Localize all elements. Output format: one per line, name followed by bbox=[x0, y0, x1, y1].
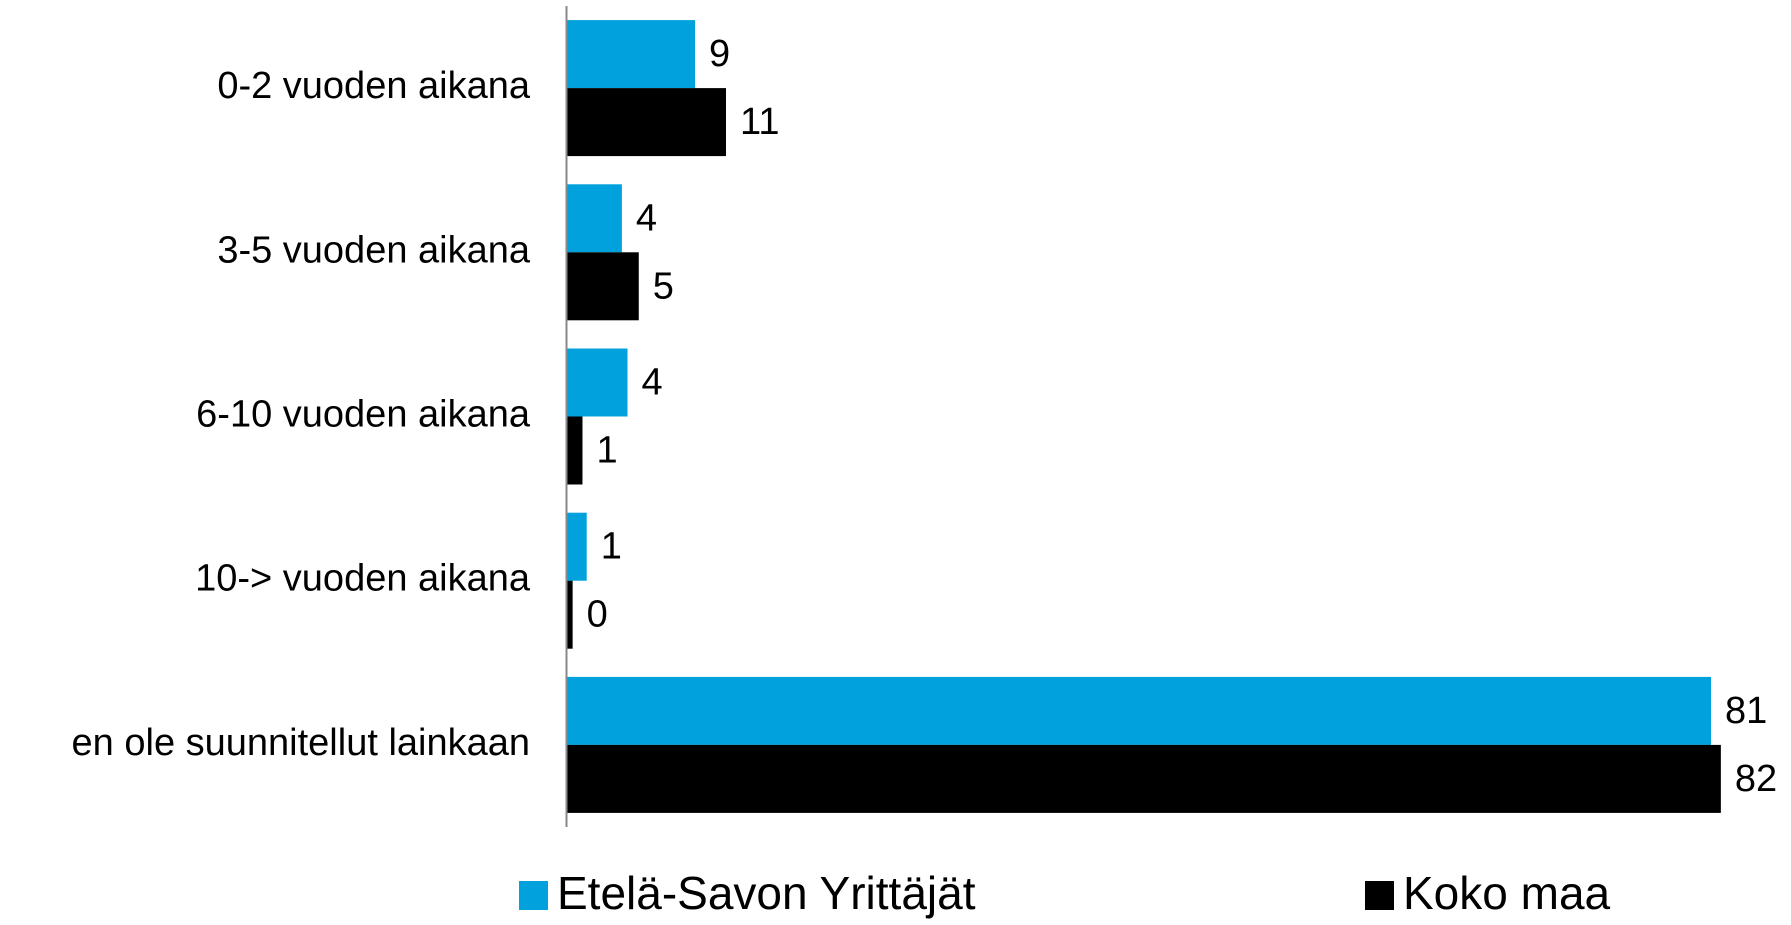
value-label: 1 bbox=[601, 526, 622, 568]
legend-swatch bbox=[519, 881, 548, 910]
value-label: 11 bbox=[740, 101, 779, 143]
bar bbox=[567, 184, 622, 253]
bar bbox=[567, 416, 583, 485]
bar bbox=[567, 580, 573, 649]
bar bbox=[567, 348, 628, 417]
bar bbox=[567, 88, 727, 157]
bar bbox=[567, 744, 1721, 813]
value-label: 4 bbox=[642, 362, 663, 404]
category-label: 0-2 vuoden aikana bbox=[217, 65, 531, 107]
category-label: en ole suunnitellut lainkaan bbox=[72, 722, 530, 764]
bar bbox=[567, 676, 1712, 745]
bar bbox=[567, 252, 639, 321]
value-label: 4 bbox=[636, 197, 657, 239]
legend-label: Etelä-Savon Yrittäjät bbox=[557, 867, 976, 919]
value-label: 1 bbox=[596, 430, 617, 472]
category-label: 10-> vuoden aikana bbox=[195, 558, 531, 600]
bar bbox=[567, 20, 696, 89]
bar bbox=[567, 512, 587, 581]
value-label: 82 bbox=[1735, 758, 1777, 800]
value-label: 5 bbox=[653, 265, 674, 307]
category-label: 3-5 vuoden aikana bbox=[217, 229, 531, 271]
legend-label: Koko maa bbox=[1403, 867, 1611, 919]
legend-swatch bbox=[1365, 881, 1394, 910]
value-label: 81 bbox=[1725, 690, 1767, 732]
value-label: 9 bbox=[709, 33, 730, 75]
value-label: 0 bbox=[587, 594, 608, 636]
category-label: 6-10 vuoden aikana bbox=[196, 394, 531, 436]
